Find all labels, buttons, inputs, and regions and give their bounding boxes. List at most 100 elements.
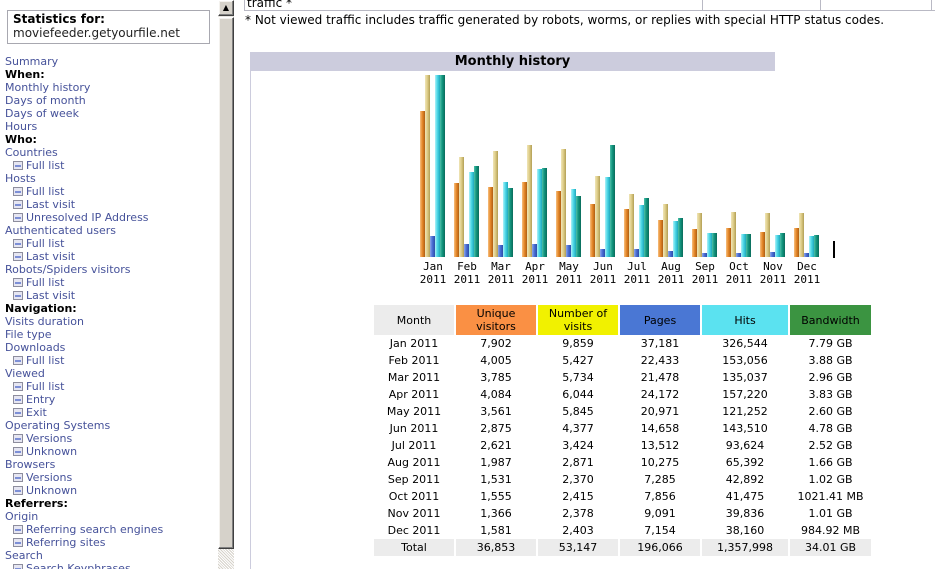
sidebar-item-versions[interactable]: Versions [0, 432, 218, 445]
bar-unique-visitors [726, 228, 731, 257]
table-cell: 1,987 [456, 454, 536, 471]
sidebar-item-last-visit[interactable]: Last visit [0, 250, 218, 263]
sidebar-item-label: Days of week [5, 107, 79, 120]
scrollbar-track[interactable] [218, 549, 234, 569]
sidebar-item-full-list[interactable]: Full list [0, 237, 218, 250]
sidebar-item-full-list[interactable]: Full list [0, 159, 218, 172]
bar-group-jan-2011 [420, 75, 445, 257]
bar-group-may-2011 [556, 75, 581, 257]
sidebar-item-label: Navigation: [5, 302, 77, 315]
bar-group-sep-2011 [692, 75, 717, 257]
column-header-hits: Hits [702, 305, 788, 335]
sidebar-item-search-keyphrases[interactable]: Search Keyphrases [0, 562, 218, 569]
sidebar-item-unknown[interactable]: Unknown [0, 445, 218, 458]
bar-bandwidth-gb- [474, 166, 479, 257]
bar-pages [736, 253, 741, 257]
sidebar-item-visits-duration[interactable]: Visits duration [0, 315, 218, 328]
sidebar-item-downloads[interactable]: Downloads [0, 341, 218, 354]
bar-pages [600, 249, 605, 257]
sublist-icon [13, 434, 23, 443]
sublist-icon [13, 278, 23, 287]
sidebar-item-versions[interactable]: Versions [0, 471, 218, 484]
table-cell: 14,658 [620, 420, 700, 437]
sidebar-item-unknown[interactable]: Unknown [0, 484, 218, 497]
sidebar-item-hours[interactable]: Hours [0, 120, 218, 133]
table-cell: 5,734 [538, 369, 618, 386]
column-header-bandwidth: Bandwidth [790, 305, 871, 335]
bar-unique-visitors [556, 191, 561, 257]
sidebar-item-summary[interactable]: Summary [0, 55, 218, 68]
sidebar-item-browsers[interactable]: Browsers [0, 458, 218, 471]
table-cell: 1021.41 MB [790, 488, 871, 505]
sidebar-item-operating-systems[interactable]: Operating Systems [0, 419, 218, 432]
cell-border [702, 0, 703, 10]
sidebar-item-authenticated-users[interactable]: Authenticated users [0, 224, 218, 237]
sublist-icon [13, 187, 23, 196]
sidebar-item-last-visit[interactable]: Last visit [0, 289, 218, 302]
sidebar-item-viewed[interactable]: Viewed [0, 367, 218, 380]
sidebar-item-file-type[interactable]: File type [0, 328, 218, 341]
bar-unique-visitors [760, 232, 765, 257]
sidebar-item-full-list[interactable]: Full list [0, 380, 218, 393]
table-cell: 4,084 [456, 386, 536, 403]
sidebar-item-referring-sites[interactable]: Referring sites [0, 536, 218, 549]
sidebar-item-origin[interactable]: Origin [0, 510, 218, 523]
table-cell: 135,037 [702, 369, 788, 386]
bar-group-jun-2011 [590, 75, 615, 257]
sidebar-item-full-list[interactable]: Full list [0, 185, 218, 198]
sidebar-item-hosts[interactable]: Hosts [0, 172, 218, 185]
sublist-icon [13, 538, 23, 547]
bar-bandwidth-gb- [746, 234, 751, 257]
sidebar-item-label: Full list [26, 354, 65, 367]
table-cell: 53,147 [538, 539, 618, 556]
scrollbar-thumb[interactable] [218, 17, 234, 549]
main-content: traffic * * Not viewed traffic includes … [244, 0, 935, 569]
table-cell: 2,370 [538, 471, 618, 488]
table-cell: 1.02 GB [790, 471, 871, 488]
bar-number-of-visits [459, 157, 464, 257]
sidebar-item-last-visit[interactable]: Last visit [0, 198, 218, 211]
bar-hits [707, 233, 712, 257]
table-cell: 5,427 [538, 352, 618, 369]
sidebar-item-robots-spiders-visitors[interactable]: Robots/Spiders visitors [0, 263, 218, 276]
table-row: Feb 2011 4,005 5,427 22,433 153,056 3.88 GB [374, 352, 871, 369]
bar-number-of-visits [493, 151, 498, 257]
sidebar-item-full-list[interactable]: Full list [0, 276, 218, 289]
sidebar-nav: Summary When: Monthly history Days of month… [0, 55, 218, 569]
sidebar-item-full-list[interactable]: Full list [0, 354, 218, 367]
scroll-up-button[interactable]: ▲ [218, 0, 234, 16]
sidebar-item-search[interactable]: Search [0, 549, 218, 562]
sidebar-item-referring-search-engines[interactable]: Referring search engines [0, 523, 218, 536]
sidebar-item-label: Full list [26, 276, 65, 289]
sidebar-item-label: Versions [26, 432, 73, 445]
table-row: Mar 2011 3,785 5,734 21,478 135,037 2.96 GB [374, 369, 871, 386]
bar-bandwidth-gb- [644, 198, 649, 257]
bar-number-of-visits [629, 194, 634, 257]
clipped-cell-text: traffic * [247, 0, 293, 10]
sidebar-item-days-of-month[interactable]: Days of month [0, 94, 218, 107]
bar-unique-visitors [624, 209, 629, 257]
sidebar-item-countries[interactable]: Countries [0, 146, 218, 159]
sublist-icon [13, 161, 23, 170]
sidebar-item-unresolved-ip-address[interactable]: Unresolved IP Address [0, 211, 218, 224]
table-row: Apr 2011 4,084 6,044 24,172 157,220 3.83 GB [374, 386, 871, 403]
bar-number-of-visits [527, 145, 532, 257]
sidebar-item-monthly-history[interactable]: Monthly history [0, 81, 218, 94]
cell-border [931, 0, 932, 10]
table-row: May 2011 3,561 5,845 20,971 121,252 2.60 GB [374, 403, 871, 420]
table-cell: 2,378 [538, 505, 618, 522]
sidebar-scrollbar[interactable]: ▲ [218, 0, 234, 569]
table-cell: 22,433 [620, 352, 700, 369]
table-cell: 3.88 GB [790, 352, 871, 369]
table-cell: 2,415 [538, 488, 618, 505]
table-cell: 2,871 [538, 454, 618, 471]
monthly-history-table: Month Unique visitors Number of visits Page… [372, 305, 873, 556]
table-cell: 4,377 [538, 420, 618, 437]
bar-unique-visitors [420, 111, 425, 257]
sidebar-item-label: Versions [26, 471, 73, 484]
bar-pages [430, 236, 435, 257]
bar-bandwidth-gb- [508, 188, 513, 257]
sidebar-item-entry[interactable]: Entry [0, 393, 218, 406]
sidebar-item-days-of-week[interactable]: Days of week [0, 107, 218, 120]
sidebar-item-exit[interactable]: Exit [0, 406, 218, 419]
